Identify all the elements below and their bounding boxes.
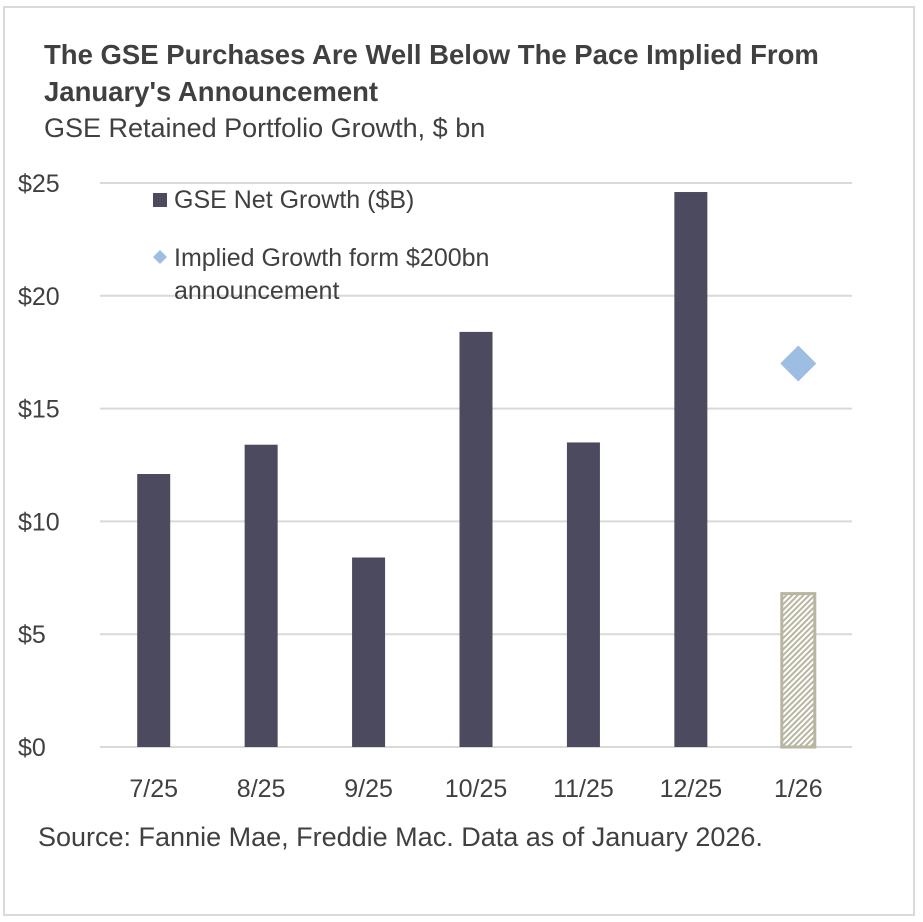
y-tick-label: $10 (18, 508, 60, 536)
legend-label-implied: Implied Growth form $200bn (174, 244, 489, 272)
x-tick-label: 8/25 (237, 775, 286, 803)
bar-10-25 (459, 331, 493, 747)
legend-label-implied-line2: announcement (174, 277, 339, 305)
y-tick-label: $5 (18, 621, 46, 649)
bar-1-26 (780, 592, 817, 749)
bar-7-25 (137, 474, 171, 747)
x-tick-label: 1/26 (774, 775, 823, 803)
chart-subtitle: GSE Retained Portfolio Growth, $ bn (44, 113, 486, 143)
x-tick-label: 11/25 (553, 775, 614, 803)
x-tick-label: 9/25 (344, 775, 393, 803)
legend-label-net-growth: GSE Net Growth ($B) (174, 186, 414, 214)
legend: GSE Net Growth ($B) Implied Growth form … (153, 186, 489, 305)
chart-title: The GSE Purchases Are Well Below The Pac… (44, 39, 819, 107)
legend-swatch-net-growth (153, 193, 167, 207)
source-note: Source: Fannie Mae, Freddie Mac. Data as… (38, 822, 763, 852)
y-tick-label: $0 (18, 734, 46, 762)
bar-12-25 (674, 192, 708, 748)
x-tick-label: 10/25 (445, 775, 508, 803)
implied-growth-marker (780, 345, 817, 382)
y-tick-label: $20 (18, 283, 60, 311)
x-tick-label: 7/25 (129, 775, 178, 803)
legend-swatch-implied (153, 250, 167, 264)
x-tick-label: 12/25 (660, 775, 723, 803)
bar-9-25 (352, 557, 386, 747)
chart-frame (3, 6, 915, 916)
bar-11-25 (566, 442, 600, 747)
y-tick-label: $15 (18, 396, 60, 424)
y-tick-label: $25 (18, 170, 60, 198)
bar-8-25 (244, 444, 278, 747)
